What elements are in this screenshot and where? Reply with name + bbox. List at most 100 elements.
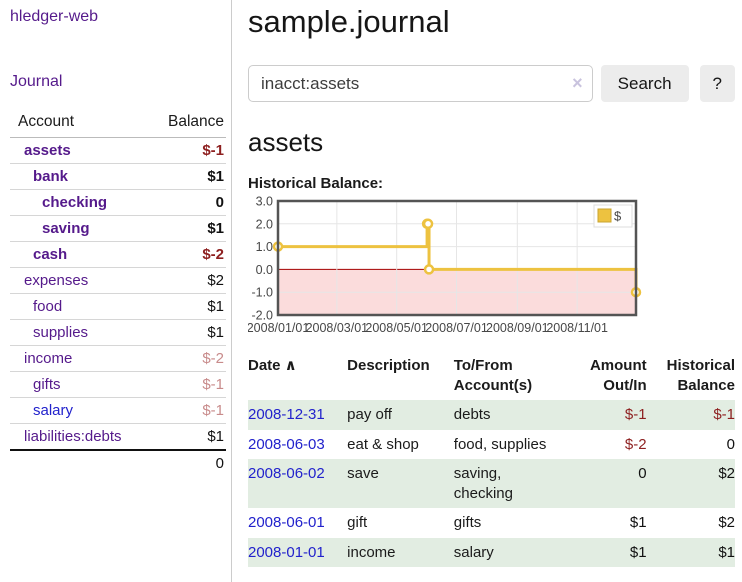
account-link[interactable]: checking: [42, 194, 108, 211]
account-link[interactable]: assets: [24, 142, 71, 159]
historical-balance-chart: 3.0 2.0 1.0 0.0 -1.0 -2.02008/01/012008/03/01…: [248, 195, 642, 335]
register-column-header: Amount Out/In: [589, 357, 647, 394]
account-link[interactable]: bank: [33, 168, 69, 185]
main-content: sample.journal × Search ? assets Histori…: [248, 0, 742, 567]
account-link[interactable]: saving: [42, 220, 90, 237]
transaction-date-link[interactable]: 2008-06-02: [248, 465, 325, 482]
register-column-header: To/From Account(s): [453, 357, 533, 394]
account-balance: 0: [145, 189, 226, 216]
register-table-body: 2008-12-31 pay off debts $-1 $-1 2008-06-03 ea…: [248, 400, 735, 567]
account-balance: $-2: [145, 345, 226, 372]
account-balance: $1: [145, 215, 226, 242]
accounts-balance-table: Account Balance assets $-1 bank $1 checking 0…: [10, 109, 226, 476]
transaction-balance: $2: [718, 514, 735, 531]
account-link[interactable]: gifts: [33, 376, 61, 393]
page-title: sample.journal: [248, 4, 450, 39]
account-balance: $2: [145, 267, 226, 294]
transaction-balance: $2: [718, 465, 735, 482]
account-row: income $-2: [10, 345, 226, 372]
sort-ascending-icon: ∧: [280, 357, 297, 374]
account-balance: $1: [145, 293, 226, 320]
transaction-amount: $-2: [624, 435, 647, 453]
account-balance: $1: [145, 163, 226, 190]
transaction-amount: $1: [629, 514, 647, 531]
search-input-wrap: ×: [248, 65, 593, 102]
account-row: saving $1: [10, 215, 226, 242]
account-balance: $-1: [145, 137, 226, 164]
account-link[interactable]: cash: [33, 246, 68, 263]
transaction-balance: $1: [718, 543, 735, 561]
data-point-marker[interactable]: [422, 218, 434, 230]
x-axis-tick-label: 2008/05/01: [365, 321, 428, 335]
y-axis-tick-label: 3.0: [256, 195, 273, 209]
transaction-row: 2008-06-01 gift gifts $1 $2: [248, 508, 735, 538]
y-axis-tick-label: -1.0: [251, 286, 273, 300]
register-column-header[interactable]: Date ∧: [248, 357, 297, 374]
x-axis-tick-label: 2008/01/01: [248, 321, 309, 335]
transaction-date-link[interactable]: 2008-06-01: [248, 514, 325, 531]
register-column-header: Historical Balance: [666, 357, 735, 394]
x-axis-tick-label: 2008/09/01: [486, 321, 549, 335]
transaction-description: income: [347, 543, 396, 561]
account-row: food $1: [10, 293, 226, 320]
transaction-amount: 0: [638, 465, 647, 482]
data-point-marker[interactable]: [423, 264, 435, 275]
transaction-date-link[interactable]: 2008-12-31: [248, 406, 325, 423]
account-row: cash $-2: [10, 241, 226, 268]
transaction-row: 2008-12-31 pay off debts $-1 $-1: [248, 400, 735, 430]
account-row: gifts $-1: [10, 371, 226, 398]
transaction-accounts: food, supplies: [453, 435, 547, 453]
transaction-description: save: [347, 465, 379, 482]
search-form: × Search ?: [248, 65, 735, 102]
account-link[interactable]: liabilities:debts: [24, 428, 122, 445]
legend-series-label: $: [614, 209, 622, 224]
account-link[interactable]: salary: [33, 402, 74, 419]
transaction-accounts: gifts: [453, 514, 482, 531]
account-row: supplies $1: [10, 319, 226, 346]
account-balance: $1: [145, 319, 226, 346]
app-title-link[interactable]: hledger-web: [10, 8, 99, 25]
chart-label: Historical Balance:: [248, 175, 384, 192]
x-axis-tick-label: 2008/07/01: [425, 321, 488, 335]
transaction-accounts: debts: [453, 406, 491, 423]
transaction-date-link[interactable]: 2008-01-01: [248, 543, 325, 561]
y-axis-tick-label: 1.0: [256, 240, 273, 254]
chart-legend: $: [593, 204, 633, 228]
transaction-balance: 0: [726, 435, 735, 453]
sidebar-item-journal[interactable]: Journal: [10, 73, 63, 90]
transaction-accounts: saving, checking: [453, 465, 513, 502]
x-axis-tick-label: 2008/11/01: [546, 321, 608, 335]
balance-column-header: Balance: [145, 109, 226, 138]
account-link[interactable]: food: [33, 298, 63, 315]
account-link[interactable]: income: [24, 350, 73, 367]
register-table: Date ∧ Description To/From Account(s) Amount…: [248, 353, 735, 567]
transaction-description: eat & shop: [347, 435, 419, 453]
help-button[interactable]: ?: [699, 65, 735, 102]
register-column-header: Description: [347, 357, 430, 374]
account-row: liabilities:debts $1: [10, 423, 226, 451]
search-button[interactable]: Search: [600, 65, 689, 102]
account-link[interactable]: supplies: [33, 324, 89, 341]
transaction-amount: $-1: [624, 406, 647, 423]
transaction-date-link[interactable]: 2008-06-03: [248, 435, 325, 453]
transaction-row: 2008-06-03 eat & shop food, supplies $-2 0: [248, 430, 735, 460]
y-axis-tick-label: 2.0: [256, 217, 273, 231]
transaction-description: pay off: [347, 406, 392, 423]
account-row: assets $-1: [10, 137, 226, 164]
transaction-description: gift: [347, 514, 368, 531]
account-row: bank $1: [10, 163, 226, 190]
accounts-total-row: 0: [10, 449, 226, 476]
search-input[interactable]: [248, 65, 593, 102]
account-heading: assets: [248, 127, 324, 157]
y-axis-tick-label: 0.0: [256, 263, 273, 277]
account-balance: $1: [145, 423, 226, 451]
account-row: expenses $2: [10, 267, 226, 294]
legend-swatch: [597, 208, 612, 223]
account-balance: $-1: [145, 397, 226, 424]
clear-search-icon[interactable]: ×: [572, 73, 583, 93]
account-link[interactable]: expenses: [24, 272, 89, 289]
transaction-accounts: salary: [453, 543, 494, 561]
register-header-row: Date ∧ Description To/From Account(s) Amount…: [248, 353, 735, 400]
x-axis-tick-label: 2008/03/01: [306, 321, 369, 335]
account-row: salary $-1: [10, 397, 226, 424]
